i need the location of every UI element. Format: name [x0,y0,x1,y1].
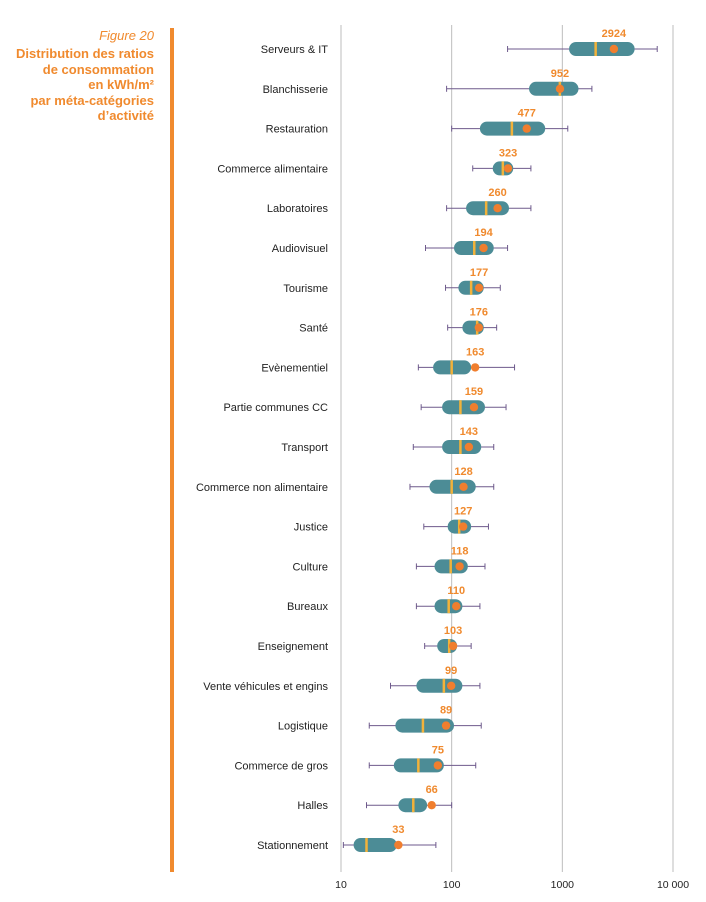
mean-dot [458,522,468,531]
mean-dot [441,721,451,730]
iqr-box [353,838,397,852]
accent-bar [170,28,174,872]
value-label: 66 [426,784,438,796]
category-label: Justice [294,522,328,534]
mean-dot [503,164,513,173]
figure-title: Distribution des ratios de consommation … [0,46,154,124]
mean-dot [609,44,619,54]
mean-dot [448,641,458,651]
figure-title-line: de consommation [42,61,154,77]
value-label: 99 [445,665,457,677]
category-label: Blanchisserie [263,84,328,96]
figure-title-line: par méta-catégories [30,92,154,108]
value-label: 118 [451,545,469,557]
figure-number: Figure 20 [99,28,154,43]
value-label: 952 [551,68,569,80]
figure-title-line: Distribution des ratios [16,46,154,61]
value-label: 33 [392,824,404,836]
category-label: Commerce non alimentaire [196,482,328,494]
mean-dot [555,84,565,94]
mean-dot [464,442,474,452]
value-label: 176 [470,307,488,319]
category-label: Logistique [278,721,328,733]
value-label: 194 [474,227,493,239]
value-label: 110 [447,585,465,597]
mean-dot [493,204,502,213]
value-label: 128 [454,466,472,478]
x-tick-label: 100 [443,879,461,891]
mean-dot [452,602,461,611]
figure-caption: Figure 20 Distribution des ratios de con… [0,28,154,124]
mean-dot [433,761,443,770]
figure-title-line: en kWh/m² [88,77,154,92]
value-label: 163 [466,346,484,358]
category-label: Serveurs & IT [261,44,329,56]
category-label: Laboratoires [267,203,329,215]
value-label: 177 [470,267,488,279]
mean-dot [455,562,464,571]
iqr-box [416,678,463,693]
value-label: 143 [460,426,478,438]
mean-dot [394,840,403,850]
category-label: Restauration [266,124,328,136]
category-label: Tourisme [283,283,328,295]
category-label: Transport [281,442,328,454]
value-label: 127 [454,506,472,518]
iqr-box [466,201,510,216]
mean-dot [459,482,468,491]
category-label: Commerce alimentaire [217,163,328,175]
mean-dot [479,243,488,253]
iqr-box [442,440,482,454]
x-tick-label: 10 [335,879,347,891]
value-label: 159 [465,386,483,398]
category-label: Enseignement [258,641,328,653]
mean-dot [470,363,480,372]
mean-dot [446,681,456,690]
iqr-box [395,718,455,733]
value-label: 2924 [602,28,627,40]
mean-dot [522,124,531,133]
mean-dot [469,403,479,412]
value-label: 103 [444,625,462,637]
mean-dot [474,323,484,332]
category-label: Commerce de gros [234,760,328,772]
category-label: Partie communes CC [223,402,328,414]
category-label: Stationnement [257,840,328,852]
x-tick-label: 1000 [551,879,575,891]
category-label: Bureaux [287,601,328,613]
iqr-box [529,81,579,96]
category-label: Audiovisuel [272,243,328,255]
value-label: 323 [499,147,517,159]
category-label: Evènementiel [261,362,328,374]
category-label: Culture [293,561,328,573]
category-label: Vente véhicules et engins [203,681,328,693]
figure-title-line: d’activité [97,108,154,123]
iqr-box [442,400,485,415]
value-label: 89 [440,705,452,717]
iqr-box [569,42,635,56]
category-label: Santé [299,323,328,335]
mean-dot [427,801,436,810]
mean-dot [474,283,484,292]
value-label: 75 [432,744,444,756]
value-label: 477 [518,108,536,120]
category-label: Halles [297,800,328,812]
value-label: 260 [488,187,506,199]
x-tick-label: 10 000 [657,879,689,891]
